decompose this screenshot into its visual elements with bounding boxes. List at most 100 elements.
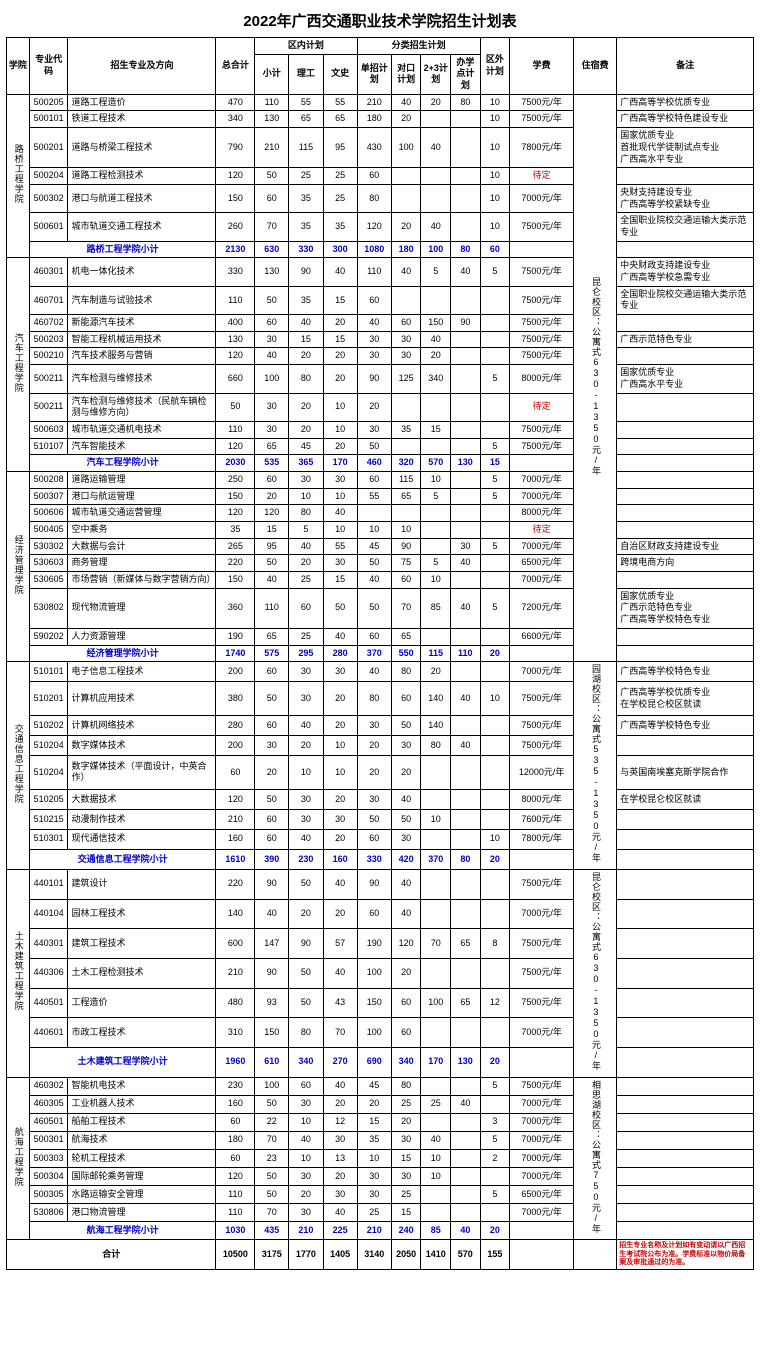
cell: 数字媒体技术（平面设计，中英合作） <box>68 756 216 790</box>
cell: 智能机电技术 <box>68 1077 216 1095</box>
cell: 65 <box>255 628 289 645</box>
cell: 15 <box>357 1113 391 1131</box>
cell: 90 <box>255 958 289 988</box>
cell: 30 <box>357 348 391 365</box>
remark-cell <box>617 572 754 589</box>
remark-cell <box>617 522 754 539</box>
subtotal-label: 汽车工程学院小计 <box>29 455 216 472</box>
cell: 10 <box>421 809 451 829</box>
fee-cell: 12000元/年 <box>510 756 574 790</box>
cell: 20 <box>391 958 421 988</box>
remark-cell <box>617 1077 754 1095</box>
cell: 5 <box>480 488 510 505</box>
cell: 50 <box>289 958 323 988</box>
cell: 10 <box>421 1149 451 1167</box>
cell <box>480 1018 510 1048</box>
cell: 60 <box>391 572 421 589</box>
table-row: 500211汽车检测与维修技术（民航车辆检测与维修方向）5030201020待定 <box>7 393 754 421</box>
cell <box>391 286 421 314</box>
cell: 20 <box>289 555 323 572</box>
cell: 30 <box>391 348 421 365</box>
cell: 150 <box>216 572 255 589</box>
remark-cell: 自治区财政支持建设专业 <box>617 538 754 555</box>
cell: 160 <box>216 1095 255 1113</box>
cell: 470 <box>216 94 255 111</box>
cell: 20 <box>323 899 357 929</box>
cell: 20 <box>323 365 357 393</box>
cell: 60 <box>289 588 323 628</box>
cell: 150 <box>216 184 255 212</box>
table-row: 路桥工程学院500205道路工程造价4701105555210402080107… <box>7 94 754 111</box>
cell: 50 <box>255 168 289 185</box>
subtotal-label: 土木建筑工程学院小计 <box>29 1047 216 1077</box>
cell: 280 <box>216 716 255 736</box>
cell: 120 <box>216 789 255 809</box>
cell: 30 <box>289 809 323 829</box>
cell <box>451 1167 481 1185</box>
cell <box>510 849 574 869</box>
cell <box>451 789 481 809</box>
cell: 35 <box>289 184 323 212</box>
cell: 35 <box>216 522 255 539</box>
cell: 20 <box>289 421 323 438</box>
cell <box>391 505 421 522</box>
cell: 500205 <box>29 94 68 111</box>
cell: 市政工程技术 <box>68 1018 216 1048</box>
cell: 90 <box>357 869 391 899</box>
subtotal-row: 路桥工程学院小计213063033030010801801008060 <box>7 241 754 258</box>
fee-cell: 7500元/年 <box>510 682 574 716</box>
cell: 25 <box>357 1204 391 1222</box>
cell: 30 <box>289 1167 323 1185</box>
table-row: 460701汽车制造与试验技术110503515607500元/年全国职业院校交… <box>7 286 754 314</box>
cell: 空中乘务 <box>68 522 216 539</box>
subtotal-label: 路桥工程学院小计 <box>29 241 216 258</box>
cell: 50 <box>323 588 357 628</box>
subtotal-cell: 1080 <box>357 241 391 258</box>
cell: 65 <box>391 628 421 645</box>
cell: 200 <box>216 736 255 756</box>
cell: 10 <box>480 213 510 241</box>
cell: 23 <box>255 1149 289 1167</box>
cell: 60 <box>357 286 391 314</box>
cell: 340 <box>421 365 451 393</box>
cell: 20 <box>391 1113 421 1131</box>
cell <box>391 393 421 421</box>
cell <box>617 455 754 472</box>
h-major: 招生专业及方向 <box>68 38 216 95</box>
cell: 40 <box>451 555 481 572</box>
cell: 510215 <box>29 809 68 829</box>
cell <box>421 1018 451 1048</box>
fee-cell: 7500元/年 <box>510 348 574 365</box>
table-row: 510107汽车智能技术1206545205057500元/年 <box>7 438 754 455</box>
cell: 10 <box>480 829 510 849</box>
cell: 15 <box>421 421 451 438</box>
fee-cell: 7500元/年 <box>510 286 574 314</box>
table-row: 510204数字媒体技术200302010203080407500元/年 <box>7 736 754 756</box>
cell: 460701 <box>29 286 68 314</box>
cell: 30 <box>357 789 391 809</box>
cell: 国际邮轮乘务管理 <box>68 1167 216 1185</box>
cell: 70 <box>255 213 289 241</box>
cell: 40 <box>255 572 289 589</box>
cell: 10 <box>480 682 510 716</box>
cell: 530302 <box>29 538 68 555</box>
cell: 100 <box>357 958 391 988</box>
cell: 45 <box>357 538 391 555</box>
cell: 110 <box>216 1204 255 1222</box>
cell: 40 <box>391 94 421 111</box>
cell: 310 <box>216 1018 255 1048</box>
cell: 40 <box>357 662 391 682</box>
table-row: 500603城市轨道交通机电技术1103020103035157500元/年 <box>7 421 754 438</box>
cell: 30 <box>289 1204 323 1222</box>
cell: 60 <box>216 1149 255 1167</box>
cell: 110 <box>216 286 255 314</box>
cell: 60 <box>255 829 289 849</box>
cell <box>421 438 451 455</box>
cell: 190 <box>216 628 255 645</box>
cell: 40 <box>391 258 421 286</box>
cell: 500303 <box>29 1149 68 1167</box>
cell <box>617 241 754 258</box>
cell: 80 <box>289 505 323 522</box>
cell <box>480 958 510 988</box>
cell: 5 <box>289 522 323 539</box>
